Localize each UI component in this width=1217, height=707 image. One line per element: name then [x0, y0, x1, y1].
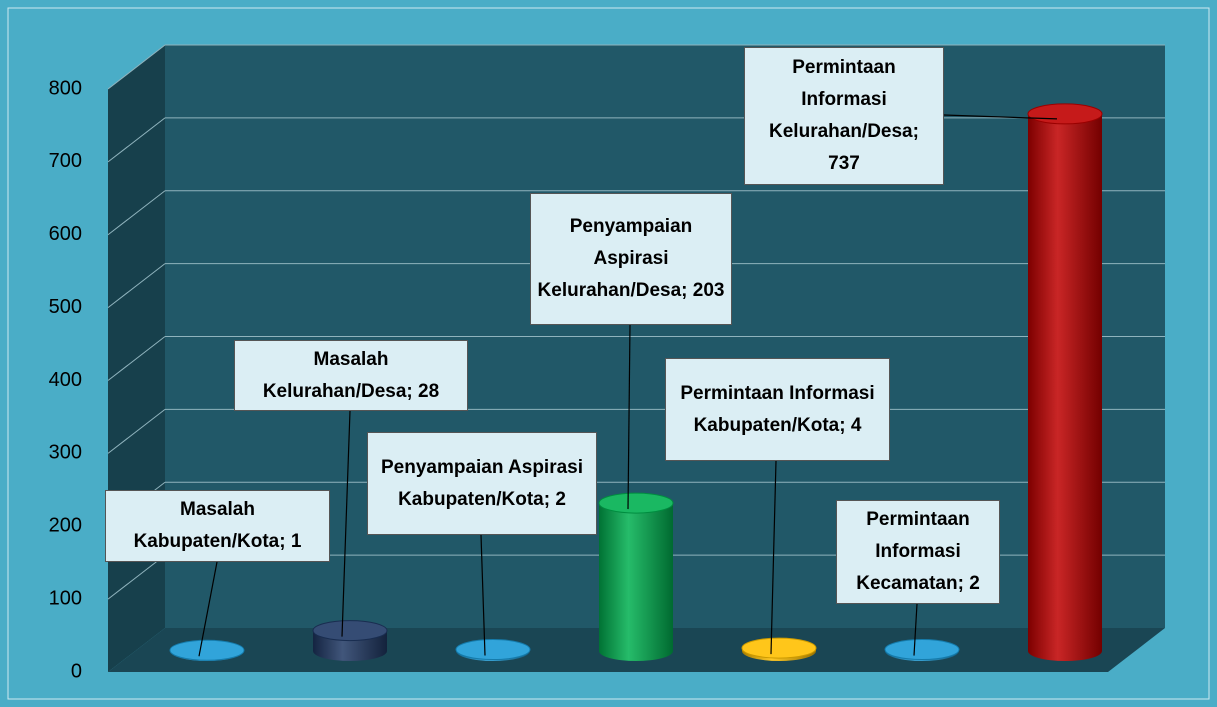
grid-line: [107, 263, 166, 309]
y-tick-label: 800: [49, 77, 82, 99]
y-tick-label: 200: [49, 515, 82, 537]
bar: [1028, 113, 1102, 661]
bar-top: [169, 639, 245, 661]
leader-line: [341, 410, 351, 637]
leader-line: [770, 460, 777, 655]
leader-line: [943, 114, 1058, 120]
bar-top: [884, 639, 960, 661]
grid-line: [107, 117, 166, 163]
leader-line: [627, 324, 631, 510]
bar-top: [598, 492, 674, 514]
leader-line: [913, 603, 918, 656]
chart-frame: [7, 7, 1210, 700]
bar-top: [455, 639, 531, 661]
data-label: Masalah Kelurahan/Desa; 28: [234, 340, 468, 411]
bar: [599, 503, 673, 661]
data-label: Permintaan Informasi Kelurahan/Desa; 737: [744, 47, 944, 185]
grid-line: [107, 190, 166, 236]
grid-line: [107, 44, 166, 90]
y-tick-label: 500: [49, 296, 82, 318]
bar-top: [312, 620, 388, 642]
grid-line: [107, 554, 166, 600]
leader-line: [480, 534, 486, 656]
data-label: Permintaan Informasi Kabupaten/Kota; 4: [665, 358, 890, 461]
data-label: Penyampaian Aspirasi Kabupaten/Kota; 2: [367, 432, 597, 535]
y-tick-label: 700: [49, 150, 82, 172]
leader-line: [198, 561, 218, 657]
data-label: Masalah Kabupaten/Kota; 1: [105, 490, 330, 562]
bar-top: [1027, 103, 1103, 125]
bar-top: [741, 637, 817, 659]
data-label: Permintaan Informasi Kecamatan; 2: [836, 500, 1000, 604]
y-tick-label: 600: [49, 223, 82, 245]
y-tick-label: 100: [49, 587, 82, 609]
data-label: Penyampaian Aspirasi Kelurahan/Desa; 203: [530, 193, 732, 325]
y-tick-label: 0: [71, 660, 82, 682]
grid-line: [107, 336, 166, 381]
grid-line: [107, 408, 166, 454]
y-tick-label: 300: [49, 442, 82, 464]
y-tick-label: 400: [49, 369, 82, 391]
